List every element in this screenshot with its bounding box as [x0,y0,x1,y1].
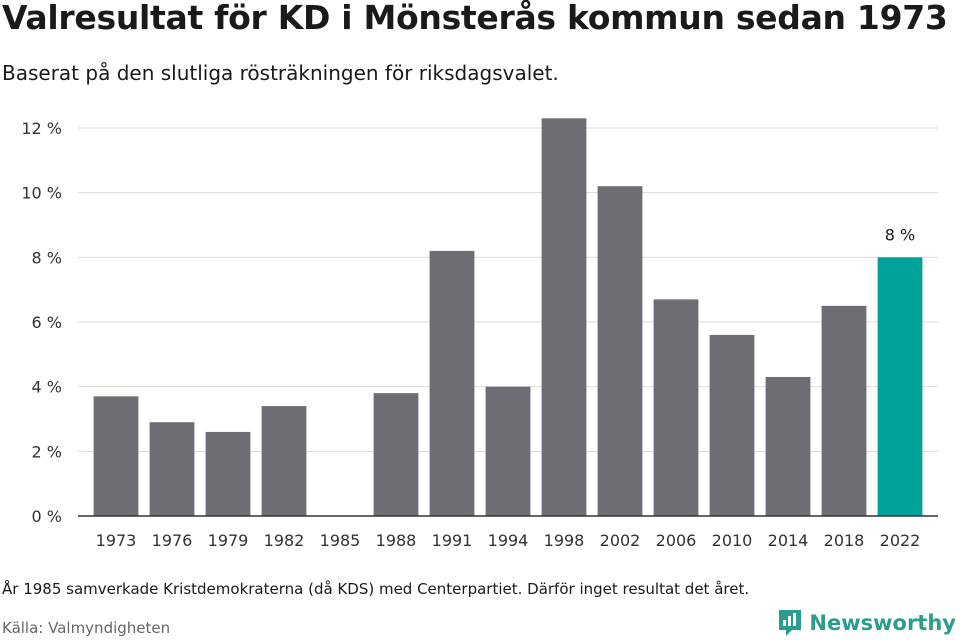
bar-2014 [765,376,811,516]
bar-1988 [373,393,419,516]
newsworthy-logo-icon [779,610,802,636]
bar-1982 [261,406,307,516]
x-tick-label: 2014 [768,531,809,550]
y-tick-label: 10 % [21,184,62,203]
y-axis-ticks: 0 % 2 % 4 % 6 % 8 % 10 % 12 % [21,119,62,526]
source-text: Källa: Valmyndigheten [2,619,171,637]
x-tick-label: 1976 [152,531,193,550]
bar-1979 [205,431,251,516]
data-labels: 8 % [885,225,915,244]
bar-chart: 0 % 2 % 4 % 6 % 8 % 10 % 12 % 1973 1976 1979 1982… [21,118,938,550]
x-tick-label: 1991 [432,531,473,550]
x-tick-label: 1985 [320,531,361,550]
x-tick-label: 1979 [208,531,249,550]
x-tick-label: 2022 [880,531,921,550]
y-tick-label: 0 % [32,507,62,526]
x-axis-ticks: 1973 1976 1979 1982 1985 1988 1991 1994 1998 2002… [96,531,921,550]
x-tick-label: 1982 [264,531,305,550]
bar-1991 [429,250,475,516]
brand-name: Newsworthy [809,611,956,635]
bars [93,118,923,517]
chart-subtitle: Baserat på den slutliga rösträkningen fö… [2,61,559,85]
y-tick-label: 12 % [21,119,62,138]
x-tick-label: 1973 [96,531,137,550]
x-tick-label: 1998 [544,531,585,550]
bar-2006 [653,299,699,516]
x-tick-label: 1988 [376,531,417,550]
x-tick-label: 2006 [656,531,697,550]
x-tick-label: 2010 [712,531,753,550]
bar-2002 [597,186,643,516]
x-tick-label: 1994 [488,531,529,550]
y-tick-label: 4 % [32,378,62,397]
bar-1976 [149,422,195,516]
bar-2022 [877,257,923,516]
x-tick-label: 2018 [824,531,865,550]
bar-2010 [709,334,755,516]
brand-logo: Newsworthy [777,608,956,638]
footnote: År 1985 samverkade Kristdemokraterna (då… [2,580,750,598]
bar-1998 [541,118,587,517]
x-tick-label: 2002 [600,531,641,550]
data-label: 8 % [885,225,915,244]
y-tick-label: 8 % [32,248,62,267]
chart-title: Valresultat för KD i Mönsterås kommun se… [2,0,948,37]
bar-2018 [821,305,867,516]
bar-1973 [93,396,139,516]
bar-1994 [485,386,531,516]
y-tick-label: 2 % [32,442,62,461]
y-tick-label: 6 % [32,313,62,332]
